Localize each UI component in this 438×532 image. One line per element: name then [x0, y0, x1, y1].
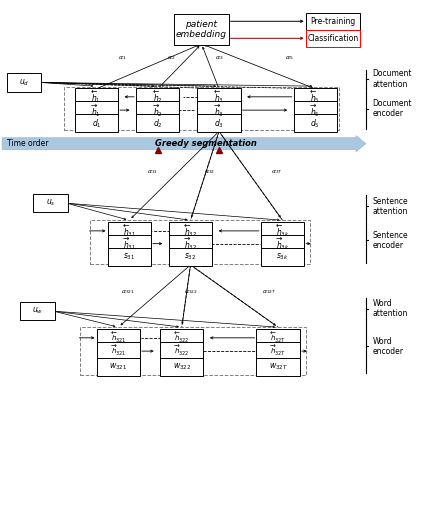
- FancyBboxPatch shape: [293, 88, 337, 106]
- FancyBboxPatch shape: [74, 114, 118, 132]
- Text: $w_{32T}$: $w_{32T}$: [269, 362, 287, 372]
- FancyBboxPatch shape: [74, 101, 118, 119]
- FancyBboxPatch shape: [96, 342, 140, 360]
- FancyBboxPatch shape: [136, 101, 180, 119]
- FancyBboxPatch shape: [74, 88, 118, 106]
- FancyBboxPatch shape: [136, 88, 180, 106]
- FancyBboxPatch shape: [197, 88, 240, 106]
- FancyBboxPatch shape: [107, 248, 151, 266]
- Text: $\alpha_{32T}$: $\alpha_{32T}$: [262, 288, 277, 296]
- Text: patient
embedding: patient embedding: [176, 20, 227, 39]
- Text: $u_w$: $u_w$: [32, 306, 43, 317]
- FancyBboxPatch shape: [306, 30, 360, 47]
- FancyBboxPatch shape: [160, 358, 203, 376]
- FancyBboxPatch shape: [261, 222, 304, 240]
- FancyArrow shape: [2, 136, 366, 152]
- Text: Document
attention: Document attention: [372, 69, 412, 89]
- Text: $\overleftarrow{h}_{31}$: $\overleftarrow{h}_{31}$: [123, 222, 136, 239]
- Text: $\overrightarrow{h}_{31}$: $\overrightarrow{h}_{31}$: [123, 235, 136, 252]
- Text: Word
encoder: Word encoder: [372, 337, 403, 356]
- FancyBboxPatch shape: [20, 302, 54, 320]
- FancyBboxPatch shape: [174, 14, 229, 45]
- Text: $\overrightarrow{h}_{322}$: $\overrightarrow{h}_{322}$: [174, 344, 190, 358]
- Text: $\alpha_1$: $\alpha_1$: [118, 54, 127, 62]
- FancyBboxPatch shape: [257, 342, 300, 360]
- Text: $\overrightarrow{h}_3$: $\overrightarrow{h}_3$: [214, 102, 224, 119]
- FancyBboxPatch shape: [197, 101, 240, 119]
- FancyBboxPatch shape: [7, 73, 41, 92]
- Text: $\alpha_{31}$: $\alpha_{31}$: [147, 168, 158, 176]
- Text: $\overrightarrow{h}_{321}$: $\overrightarrow{h}_{321}$: [110, 344, 126, 358]
- Text: Sentence
encoder: Sentence encoder: [372, 231, 408, 250]
- FancyBboxPatch shape: [160, 342, 203, 360]
- Text: $s_{3k}$: $s_{3k}$: [276, 252, 289, 262]
- Text: $\alpha_5$: $\alpha_5$: [285, 54, 293, 62]
- FancyBboxPatch shape: [257, 329, 300, 347]
- FancyBboxPatch shape: [293, 114, 337, 132]
- Text: $\overrightarrow{h}_{3k}$: $\overrightarrow{h}_{3k}$: [276, 235, 290, 252]
- Text: $d_1$: $d_1$: [92, 117, 101, 130]
- Text: $s_{31}$: $s_{31}$: [123, 252, 135, 262]
- FancyBboxPatch shape: [160, 329, 203, 347]
- FancyBboxPatch shape: [293, 101, 337, 119]
- Text: $\overleftarrow{h}_2$: $\overleftarrow{h}_2$: [153, 88, 162, 105]
- Text: Document
encoder: Document encoder: [372, 99, 412, 118]
- FancyBboxPatch shape: [197, 114, 240, 132]
- Text: Classification: Classification: [307, 34, 359, 43]
- Text: Greedy segmentation: Greedy segmentation: [155, 139, 257, 147]
- Text: Time order: Time order: [7, 139, 48, 147]
- Text: $\alpha_{321}$: $\alpha_{321}$: [121, 288, 135, 296]
- Text: $s_{32}$: $s_{32}$: [184, 252, 197, 262]
- Text: $\overleftarrow{h}_{321}$: $\overleftarrow{h}_{321}$: [110, 331, 126, 345]
- FancyBboxPatch shape: [261, 235, 304, 253]
- FancyBboxPatch shape: [257, 358, 300, 376]
- Text: $w_{322}$: $w_{322}$: [173, 362, 191, 372]
- Text: $\overrightarrow{h}_5$: $\overrightarrow{h}_5$: [311, 102, 320, 119]
- Text: $\alpha_{322}$: $\alpha_{322}$: [184, 288, 198, 296]
- Text: $\overleftarrow{h}_5$: $\overleftarrow{h}_5$: [311, 88, 320, 105]
- Text: $\alpha_{3T}$: $\alpha_{3T}$: [271, 168, 283, 176]
- FancyBboxPatch shape: [306, 13, 360, 30]
- Text: $w_{321}$: $w_{321}$: [110, 362, 127, 372]
- Text: Word
attention: Word attention: [372, 299, 408, 318]
- FancyBboxPatch shape: [33, 194, 67, 212]
- FancyBboxPatch shape: [107, 235, 151, 253]
- FancyBboxPatch shape: [169, 248, 212, 266]
- Text: $d_5$: $d_5$: [311, 117, 320, 130]
- Text: $u_s$: $u_s$: [46, 198, 55, 209]
- Text: $\overleftarrow{h}_{32T}$: $\overleftarrow{h}_{32T}$: [270, 331, 286, 345]
- FancyBboxPatch shape: [169, 222, 212, 240]
- Text: $\overleftarrow{h}_{32}$: $\overleftarrow{h}_{32}$: [184, 222, 197, 239]
- Text: $\alpha_{32}$: $\alpha_{32}$: [204, 168, 215, 176]
- Text: $u_d$: $u_d$: [19, 77, 29, 88]
- Text: $\overrightarrow{h}_2$: $\overrightarrow{h}_2$: [153, 102, 162, 119]
- FancyBboxPatch shape: [96, 329, 140, 347]
- FancyBboxPatch shape: [261, 248, 304, 266]
- Text: $\overleftarrow{h}_3$: $\overleftarrow{h}_3$: [214, 88, 224, 105]
- Text: $\alpha_2$: $\alpha_2$: [166, 54, 175, 62]
- Text: $\alpha_3$: $\alpha_3$: [215, 54, 223, 62]
- Text: $\overleftarrow{h}_{322}$: $\overleftarrow{h}_{322}$: [174, 331, 190, 345]
- FancyBboxPatch shape: [96, 358, 140, 376]
- Text: Sentence
attention: Sentence attention: [372, 197, 408, 216]
- Text: $\overrightarrow{h}_{32T}$: $\overrightarrow{h}_{32T}$: [270, 344, 286, 358]
- FancyBboxPatch shape: [107, 222, 151, 240]
- Text: $d_2$: $d_2$: [153, 117, 162, 130]
- FancyBboxPatch shape: [136, 114, 180, 132]
- Text: $d_3$: $d_3$: [214, 117, 224, 130]
- Text: $\overleftarrow{h}_1$: $\overleftarrow{h}_1$: [92, 88, 101, 105]
- FancyBboxPatch shape: [169, 235, 212, 253]
- Text: Pre-training: Pre-training: [310, 17, 356, 26]
- Text: $\overrightarrow{h}_1$: $\overrightarrow{h}_1$: [92, 102, 101, 119]
- Text: $\overrightarrow{h}_{32}$: $\overrightarrow{h}_{32}$: [184, 235, 197, 252]
- Text: $\overleftarrow{h}_{3k}$: $\overleftarrow{h}_{3k}$: [276, 222, 290, 239]
